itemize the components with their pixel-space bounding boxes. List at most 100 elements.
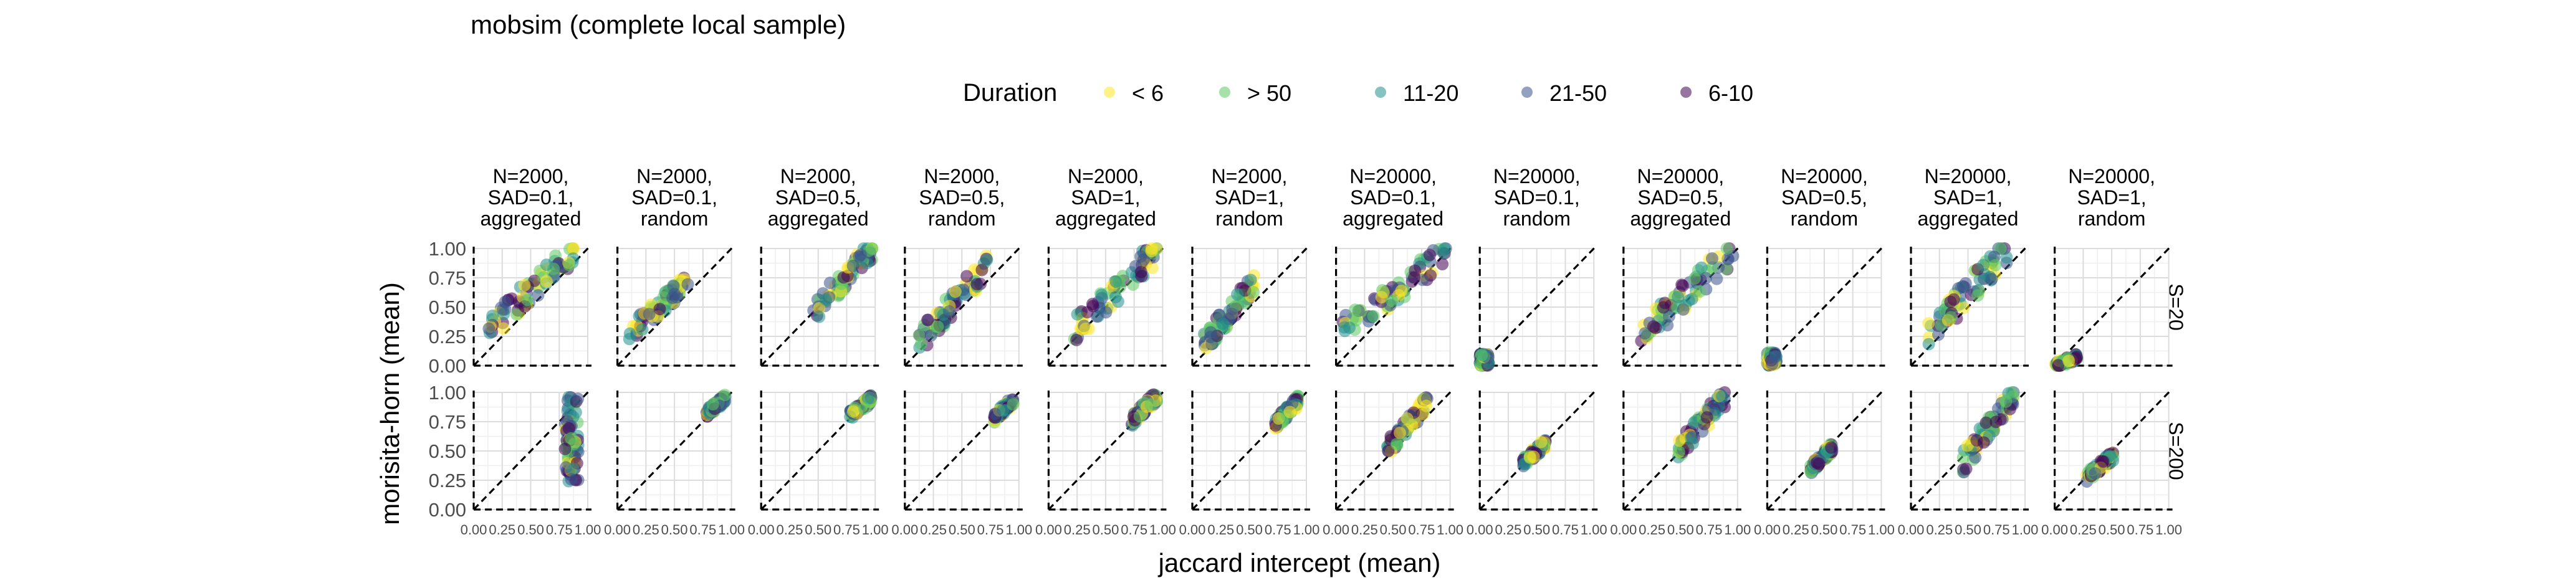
x-tick-label: 0.25 — [1639, 522, 1665, 538]
data-point — [2089, 467, 2102, 480]
data-point — [915, 337, 928, 350]
y-tick-label: 0.00 — [429, 499, 466, 521]
x-tick-label: 0.00 — [1323, 522, 1349, 538]
x-tick-label: 0.25 — [489, 522, 515, 538]
data-point — [1932, 328, 1945, 341]
data-point — [1716, 390, 1729, 403]
x-tick-label: 0.00 — [461, 522, 487, 538]
data-point — [1971, 289, 1985, 302]
data-point — [566, 242, 579, 255]
facet-column-label: SAD=0.1, — [1494, 186, 1580, 209]
data-point — [1204, 330, 1217, 343]
legend-key — [1219, 87, 1230, 98]
data-point — [1695, 261, 1708, 274]
facet-column-label: SAD=1, — [2077, 186, 2147, 209]
x-tick-label: 1.00 — [575, 522, 601, 538]
facet-column-label: N=2000, — [493, 165, 569, 187]
data-point — [1696, 425, 1709, 438]
x-tick-label: 0.25 — [633, 522, 659, 538]
data-point — [924, 329, 937, 342]
data-point — [1710, 272, 1723, 285]
facet-column-label: SAD=0.1, — [631, 186, 717, 209]
data-point — [540, 258, 553, 272]
data-point — [562, 422, 575, 435]
x-tick-label: 0.00 — [891, 522, 918, 538]
data-point — [1338, 321, 1351, 334]
data-point — [1720, 242, 1733, 255]
data-point — [1989, 415, 2003, 429]
facet-column-label: SAD=1, — [1215, 186, 1284, 209]
legend-label: 11-20 — [1403, 80, 1458, 106]
identity-line — [2054, 245, 2172, 367]
data-point — [540, 275, 553, 288]
data-point — [1109, 275, 1123, 288]
x-tick-label: 0.50 — [661, 522, 688, 538]
data-point — [858, 402, 871, 415]
legend-title: Duration — [963, 79, 1057, 107]
data-point — [563, 258, 576, 272]
y-tick-label: 0.50 — [429, 440, 466, 462]
data-point — [653, 303, 666, 316]
facet-column-label: random — [1215, 207, 1283, 230]
data-point — [960, 270, 974, 283]
data-point — [1647, 320, 1660, 333]
x-tick-label: 0.25 — [777, 522, 803, 538]
data-point — [1812, 457, 1826, 470]
data-point — [1672, 445, 1685, 458]
x-tick-label: 0.75 — [1839, 522, 1866, 538]
facet-column-label: N=2000, — [1068, 165, 1144, 187]
facet-column-label: SAD=1, — [1071, 186, 1140, 209]
facet-panel — [1473, 245, 1598, 372]
x-tick-label: 0.00 — [1035, 522, 1062, 538]
x-tick-label: 0.25 — [1207, 522, 1234, 538]
x-tick-label: 0.00 — [1179, 522, 1206, 538]
x-tick-label: 0.25 — [1783, 522, 1809, 538]
data-point — [667, 280, 680, 293]
data-point — [643, 308, 656, 321]
data-point — [1686, 437, 1699, 450]
x-tick-label: 0.50 — [1523, 522, 1550, 538]
y-tick-label: 0.75 — [429, 267, 466, 289]
data-point — [497, 322, 510, 335]
legend-key — [1521, 87, 1533, 98]
facet-column-label: N=2000, — [780, 165, 856, 187]
data-point — [1957, 301, 1970, 315]
data-point — [1662, 310, 1675, 323]
facet-column-label: N=2000, — [1212, 165, 1288, 187]
facet-panel — [1047, 242, 1167, 367]
x-tick-label: 0.50 — [1236, 522, 1263, 538]
data-point — [1137, 253, 1150, 266]
data-point — [1382, 445, 1395, 458]
data-point — [1390, 437, 1403, 450]
x-tick-label: 1.00 — [1868, 522, 1895, 538]
data-point — [1657, 301, 1670, 314]
data-point — [1109, 290, 1122, 303]
data-point — [718, 389, 731, 402]
x-tick-label: 0.50 — [949, 522, 975, 538]
y-tick-label: 0.00 — [429, 355, 466, 377]
data-point — [565, 473, 578, 486]
facet-panel: 0.000.250.500.751.00 — [429, 238, 591, 377]
data-point — [1682, 294, 1695, 307]
facet-column-label: random — [1503, 207, 1571, 230]
data-point — [1970, 434, 1983, 447]
data-point — [518, 278, 531, 292]
y-axis-label: morisita-horn (mean) — [375, 282, 405, 525]
data-point — [623, 327, 636, 340]
data-point — [846, 259, 859, 272]
x-tick-label: 1.00 — [1149, 522, 1176, 538]
facet-panel: 0.00 0.25 0.50 0.75 1.000.000.250.500.751.00 — [429, 382, 601, 538]
data-point — [1705, 252, 1718, 265]
data-point — [1133, 410, 1146, 423]
data-point — [1721, 252, 1734, 265]
data-point — [1349, 303, 1362, 316]
facet-column-label: SAD=0.5, — [1637, 186, 1723, 209]
x-tick-label: 1.00 — [1005, 522, 1032, 538]
x-tick-label: 0.00 — [1898, 522, 1925, 538]
x-tick-label: 0.50 — [1955, 522, 1981, 538]
data-point — [1672, 290, 1685, 303]
facet-column-label: N=20000, — [2068, 165, 2155, 187]
